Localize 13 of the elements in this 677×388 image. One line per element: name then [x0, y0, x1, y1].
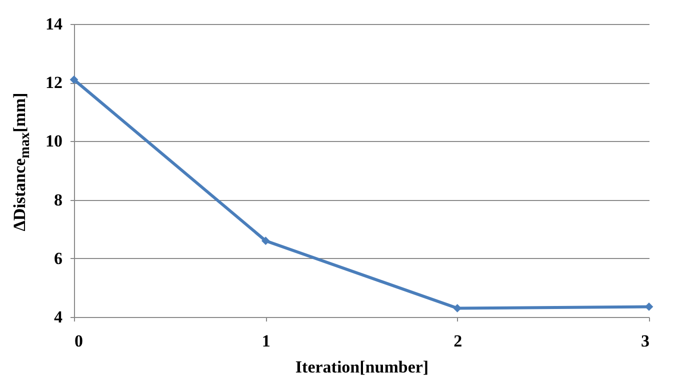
x-axis-title: Iteration[number] [295, 358, 429, 376]
x-tick-label: 2 [454, 332, 462, 350]
x-tick-label: 3 [641, 332, 650, 350]
point [261, 236, 270, 246]
y-tick-label: 4 [54, 308, 63, 326]
y-tick-label: 8 [54, 190, 62, 210]
point [70, 75, 78, 84]
y-tick-label: 14 [46, 14, 63, 34]
x-tick-label: 0 [74, 332, 83, 350]
y-tick-label: 12 [46, 73, 62, 92]
y-tick-label: 10 [46, 132, 62, 151]
x-tick-label: 1 [262, 332, 270, 350]
y-tick-label: 6 [54, 248, 62, 268]
